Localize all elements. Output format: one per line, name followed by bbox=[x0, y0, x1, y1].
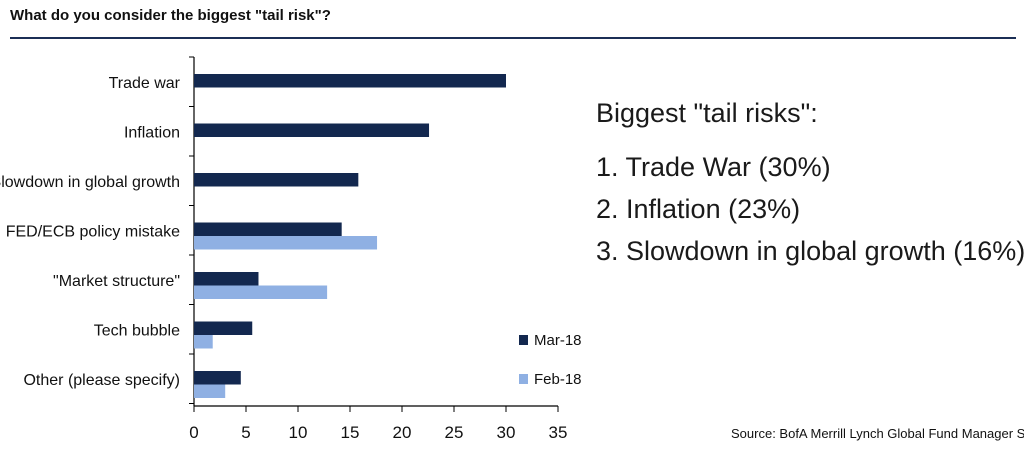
summary-heading: Biggest "tail risks": bbox=[596, 98, 818, 128]
legend-label: Feb-18 bbox=[534, 371, 582, 388]
summary-item-3: 3. Slowdown in global growth (16%) bbox=[596, 236, 1024, 266]
category-label: Inflation bbox=[124, 124, 180, 141]
x-tick-label: 5 bbox=[241, 423, 250, 442]
category-label: Slowdown in global growth bbox=[0, 174, 180, 191]
bar-mar-18 bbox=[194, 272, 259, 286]
legend-label: Mar-18 bbox=[534, 332, 582, 349]
category-label: "Market structure" bbox=[53, 273, 180, 290]
bar-mar-18 bbox=[194, 222, 342, 236]
x-tick-label: 30 bbox=[497, 423, 516, 442]
title-divider bbox=[10, 37, 1016, 39]
summary-item-2: 2. Inflation (23%) bbox=[596, 194, 801, 224]
category-label: FED/ECB policy mistake bbox=[6, 223, 180, 240]
category-label: Tech bubble bbox=[94, 322, 180, 339]
x-tick-label: 25 bbox=[445, 423, 464, 442]
bar-mar-18 bbox=[194, 74, 506, 88]
category-label: Trade war bbox=[109, 75, 181, 92]
bar-chart: 0 5 10 15 20 25 30 35 Trade war Inflation Slowdown… bbox=[0, 56, 582, 442]
category-label: Other (please specify) bbox=[23, 372, 180, 389]
x-tick-label: 35 bbox=[549, 423, 568, 442]
bar-mar-18 bbox=[194, 123, 430, 137]
legend-swatch bbox=[519, 374, 528, 384]
summary-item-1: 1. Trade War (30%) bbox=[596, 152, 831, 182]
legend-swatch bbox=[519, 335, 528, 345]
summary-panel: Biggest "tail risks": 1. Trade War (30%)… bbox=[596, 98, 1024, 275]
bar-feb-18 bbox=[194, 236, 378, 250]
x-tick-label: 15 bbox=[341, 423, 360, 442]
bar-mar-18 bbox=[194, 371, 241, 385]
x-tick-label: 10 bbox=[289, 423, 308, 442]
bar-mar-18 bbox=[194, 321, 253, 335]
bar-feb-18 bbox=[194, 285, 328, 299]
x-tick-label: 0 bbox=[189, 423, 198, 442]
chart-title: What do you consider the biggest "tail r… bbox=[10, 7, 331, 24]
bar-feb-18 bbox=[194, 335, 213, 349]
bar-feb-18 bbox=[194, 384, 226, 398]
source-note: Source: BofA Merrill Lynch Global Fund M… bbox=[731, 426, 1024, 441]
bar-mar-18 bbox=[194, 173, 359, 187]
x-tick-label: 20 bbox=[393, 423, 412, 442]
